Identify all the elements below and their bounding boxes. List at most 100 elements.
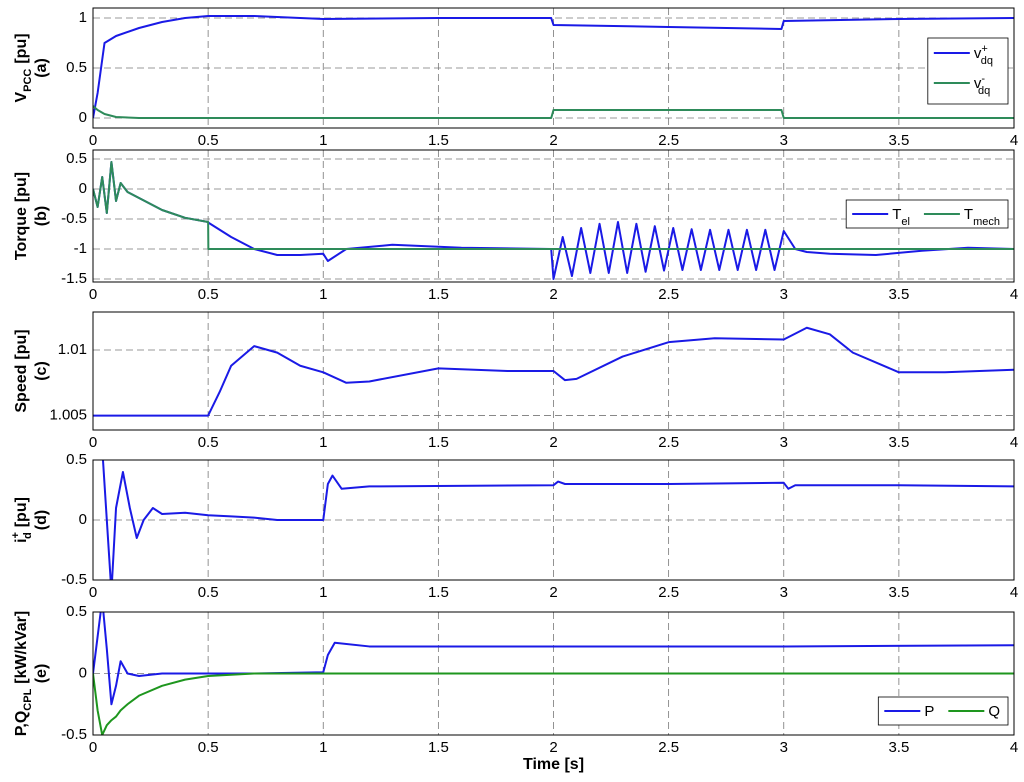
y-tick-label: 0.5	[66, 451, 87, 468]
plot-lines	[93, 326, 1014, 417]
x-tick-label: 0.5	[198, 286, 219, 303]
y-tick-label: 0.5	[66, 603, 87, 620]
legend-text-sup: +	[981, 43, 987, 55]
y-label: V	[13, 92, 30, 103]
legend-label: v+ dq	[974, 43, 993, 67]
panel-label: (e)	[33, 664, 50, 684]
x-tick-label: 0.5	[198, 132, 219, 149]
plot-frame	[92, 149, 1015, 283]
panel-label: (d)	[33, 510, 50, 530]
x-tick-label: 1.5	[428, 739, 449, 756]
x-tick-label: 1	[319, 434, 327, 451]
y-axis-label: Torque [pu]	[13, 172, 30, 260]
x-tick-label: 0	[89, 584, 97, 601]
y-label-sub: PCC	[22, 69, 34, 92]
x-tick-label: 1	[319, 132, 327, 149]
plot-frame	[92, 459, 1015, 581]
plot-frame	[92, 7, 1015, 129]
x-tick-label: 4	[1010, 286, 1018, 303]
x-tick-label: 1.5	[428, 434, 449, 451]
x-tick-label: 0	[89, 286, 97, 303]
x-tick-label: 1	[319, 739, 327, 756]
x-tick-label: 0.5	[198, 434, 219, 451]
y-label-unit: [pu]	[13, 329, 30, 359]
y-tick-label: 0	[79, 664, 87, 681]
y-tick-label: -1.5	[61, 270, 87, 287]
legend-text-sub: el	[901, 216, 910, 228]
legend-label: Q	[988, 703, 1000, 720]
legend: Tel Tmech	[845, 199, 1009, 229]
y-label-sub: d	[22, 532, 34, 539]
x-tick-label: 1.5	[428, 132, 449, 149]
y-label-sup: +	[10, 532, 22, 538]
data-line	[93, 326, 1014, 417]
y-tick-label: 0	[79, 180, 87, 197]
y-label-unit: [pu]	[13, 33, 30, 63]
x-tick-label: 3.5	[888, 286, 909, 303]
x-tick-label: 2.5	[658, 434, 679, 451]
x-tick-label: 3.5	[888, 434, 909, 451]
panel-label: (a)	[33, 58, 50, 78]
x-tick-label: 0	[89, 132, 97, 149]
x-tick-label: 2.5	[658, 132, 679, 149]
x-tick-label: 2	[549, 739, 557, 756]
x-tick-label: 3.5	[888, 132, 909, 149]
x-tick-label: 4	[1010, 132, 1018, 149]
y-tick-label: 0	[79, 511, 87, 528]
legend-box	[927, 37, 1009, 105]
legend-label: P	[924, 703, 934, 720]
data-line	[93, 105, 1014, 119]
legend-text: v	[974, 45, 982, 62]
legend-label: Tel	[892, 206, 910, 228]
legend-text: v	[974, 75, 982, 92]
y-tick-label: -0.5	[61, 210, 87, 227]
x-tick-label: 3.5	[888, 739, 909, 756]
legend-text: P	[924, 703, 934, 720]
legend-label: Tmech	[964, 206, 1000, 228]
data-line	[93, 672, 1014, 735]
y-axis-label: P,QCPL [kW/kVar]	[13, 611, 34, 736]
x-tick-label: 4	[1010, 739, 1018, 756]
x-tick-label: 3	[780, 739, 788, 756]
x-tick-label: 1.5	[428, 286, 449, 303]
y-label-unit: [pu]	[13, 172, 30, 202]
y-axis-label: VPCC [pu]	[13, 33, 34, 102]
x-tick-label: 3	[780, 584, 788, 601]
legend-text: T	[964, 206, 973, 223]
x-tick-label: 2	[549, 286, 557, 303]
plot-lines	[93, 612, 1014, 735]
panel-label: (c)	[33, 361, 50, 381]
x-tick-label: 2.5	[658, 584, 679, 601]
data-line	[93, 15, 1014, 119]
x-tick-label: 2	[549, 132, 557, 149]
y-axis-label: Speed [pu]	[13, 329, 30, 412]
legend-text-sub: dq	[981, 55, 993, 67]
plot-lines	[101, 460, 1014, 580]
legend-text-sup: -	[981, 73, 985, 85]
x-tick-label: 0	[89, 434, 97, 451]
x-tick-label: 1.5	[428, 584, 449, 601]
y-label: i	[13, 538, 30, 542]
y-axis-label: i+d [pu]	[10, 497, 34, 543]
data-line	[101, 460, 1014, 580]
y-label-unit: [pu]	[13, 497, 30, 527]
x-tick-label: 0.5	[198, 584, 219, 601]
plot-lines	[93, 161, 1014, 280]
y-tick-label: 0.5	[66, 150, 87, 167]
x-axis-label: Time [s]	[523, 756, 584, 773]
y-label: P,Q	[13, 711, 30, 737]
legend-text: T	[892, 206, 901, 223]
x-tick-label: 0	[89, 739, 97, 756]
legend-text-sub: mech	[973, 216, 1000, 228]
plot-frame	[92, 611, 1015, 736]
y-tick-label: 1.005	[49, 407, 87, 424]
x-tick-label: 3	[780, 132, 788, 149]
x-tick-label: 4	[1010, 584, 1018, 601]
legend-text: Q	[988, 703, 1000, 720]
x-tick-label: 0.5	[198, 739, 219, 756]
y-tick-label: 0.5	[66, 59, 87, 76]
y-label: Torque	[13, 207, 30, 260]
data-line	[93, 161, 1014, 250]
